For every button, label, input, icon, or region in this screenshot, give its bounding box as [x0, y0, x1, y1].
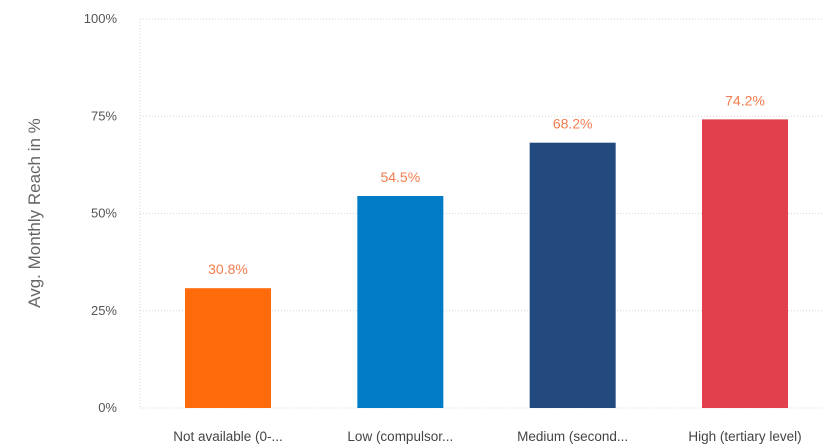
data-label: 74.2% [725, 92, 765, 108]
data-label: 54.5% [380, 169, 420, 185]
x-tick-label: Medium (second... [517, 429, 628, 444]
y-tick-label: 50% [91, 206, 117, 221]
bar [357, 195, 444, 408]
bar [529, 142, 616, 408]
bars [185, 119, 788, 408]
y-tick-label: 25% [91, 303, 117, 318]
y-tick-label: 100% [84, 11, 118, 26]
y-axis-label: Avg. Monthly Reach in % [25, 118, 44, 308]
data-label: 68.2% [553, 116, 593, 132]
y-axis-ticks: 0% 25% 50% 75% 100% [84, 11, 118, 415]
data-label: 30.8% [208, 261, 248, 277]
data-labels: 30.8% 54.5% 68.2% 74.2% [208, 92, 765, 277]
y-tick-label: 0% [98, 400, 117, 415]
x-tick-label: Low (compulsor... [347, 429, 453, 444]
x-axis-ticks: Not available (0-... Low (compulsor... Med… [173, 429, 801, 444]
x-tick-label: Not available (0-... [173, 429, 283, 444]
x-tick-label: High (tertiary level) [688, 429, 801, 444]
y-tick-label: 75% [91, 108, 117, 123]
bar [185, 288, 271, 408]
bar [702, 119, 788, 408]
